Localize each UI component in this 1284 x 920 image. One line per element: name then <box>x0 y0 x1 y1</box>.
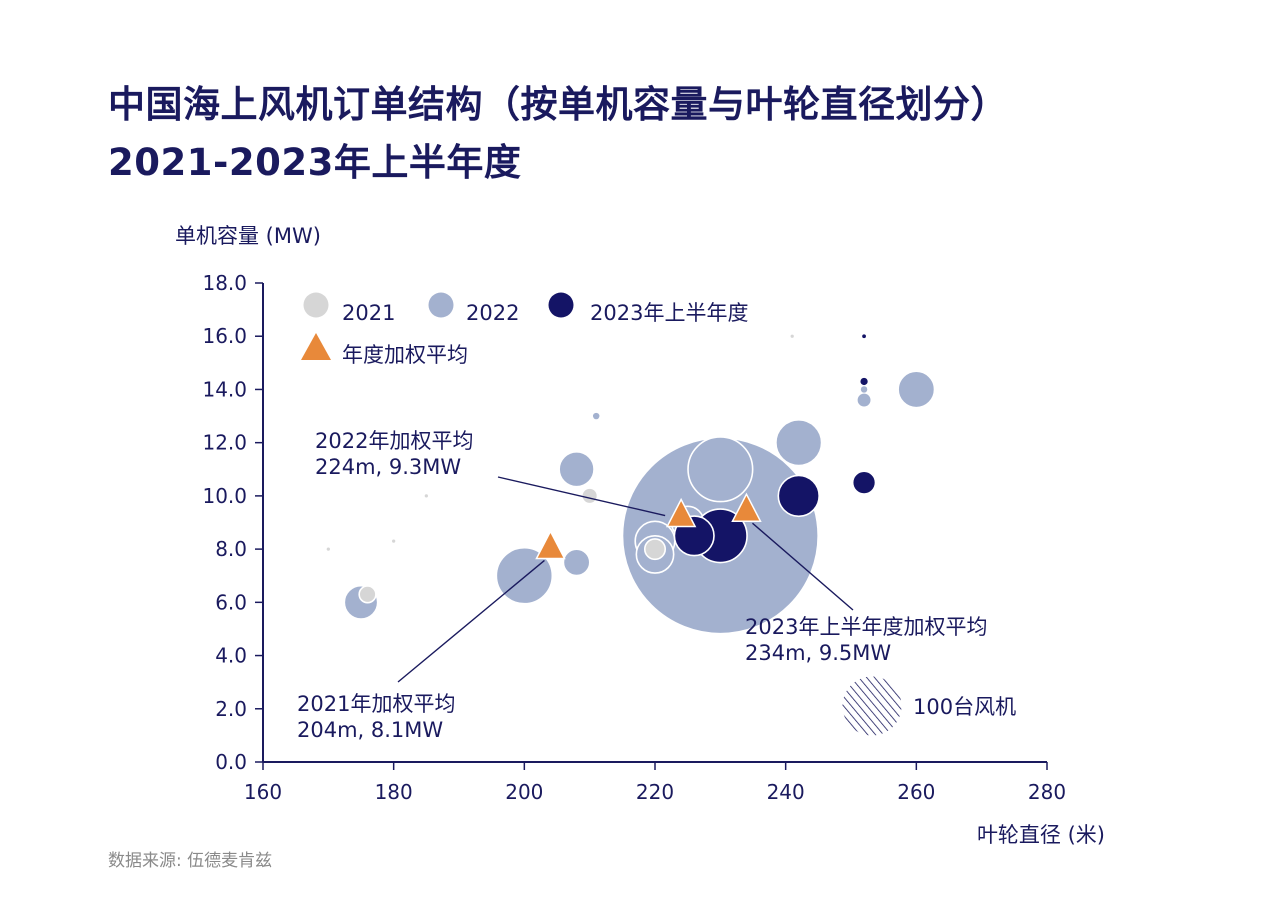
bubble-y2022 <box>562 548 591 577</box>
annotation-leader-line <box>497 476 666 517</box>
y-tick-label: 14.0 <box>202 377 247 401</box>
legend-label-avg: 年度加权平均 <box>342 343 468 367</box>
annotation-leader-line <box>397 559 545 683</box>
bubble-y2021 <box>790 334 794 338</box>
bubble-y2022 <box>856 392 873 409</box>
x-axis-label: 叶轮直径 (米) <box>977 823 1105 847</box>
weighted-average-triangle-2021 <box>535 529 566 560</box>
bubble-y2021 <box>392 539 396 543</box>
legend-label-y2021: 2021 <box>342 301 395 325</box>
annotation-title: 2022年加权平均 <box>315 429 473 453</box>
legend-marker-y2023 <box>548 292 574 318</box>
y-tick-label: 2.0 <box>215 697 247 721</box>
y-tick-label: 16.0 <box>202 324 247 348</box>
x-tick-label: 160 <box>244 780 282 804</box>
bubble-y2022 <box>592 412 600 420</box>
bubble-y2021 <box>326 547 330 551</box>
bubble-y2022 <box>558 451 595 488</box>
y-tick-label: 6.0 <box>215 590 247 614</box>
bubble-y2021 <box>358 585 377 604</box>
weighted-average-triangle-2023 <box>731 492 762 522</box>
bubble-y2023 <box>777 474 820 518</box>
legend-label-y2023: 2023年上半年度 <box>590 301 748 325</box>
legend-marker-y2022 <box>428 292 454 318</box>
annotation-title: 2023年上半年度加权平均 <box>745 615 987 639</box>
legend-marker-avg <box>301 333 331 360</box>
x-tick-label: 240 <box>767 780 805 804</box>
source-note: 数据来源: 伍德麦肯兹 <box>108 851 273 871</box>
y-tick-label: 8.0 <box>215 537 247 561</box>
annotation-leader-line <box>752 522 854 611</box>
bubble-y2022 <box>897 370 936 409</box>
x-tick-label: 200 <box>505 780 543 804</box>
axes: 0.0 2.0 4.0 6.0 8.0 10.0 12.0 14.0 16.0 18.0 160 18… <box>202 271 1066 804</box>
y-tick-label: 18.0 <box>202 271 247 295</box>
annotation-title: 2021年加权平均 <box>297 692 455 716</box>
bubble-y2022 <box>860 386 868 393</box>
bubble-y2021 <box>581 487 599 505</box>
legend-marker-y2021 <box>303 292 329 318</box>
size-legend-label: 100台风机 <box>913 695 1016 719</box>
x-tick-label: 180 <box>375 780 413 804</box>
bubbles-layer <box>326 334 936 635</box>
title-line-2: 2021-2023年上半年度 <box>108 141 522 184</box>
x-tick-label: 260 <box>897 780 935 804</box>
y-tick-label: 4.0 <box>215 644 247 668</box>
size-legend-hatched-circle <box>842 676 902 736</box>
weighted-average-triangle-2022 <box>665 497 697 528</box>
annotation-value: 224m, 9.3MW <box>315 455 461 479</box>
bubble-y2023 <box>851 470 877 495</box>
chart-title: 中国海上风机订单结构（按单机容量与叶轮直径划分） 2021-2023年上半年度 <box>108 76 1008 192</box>
bubble-y2021 <box>424 494 428 498</box>
bubble-y2022 <box>687 436 754 503</box>
bubble-y2021 <box>643 538 667 561</box>
x-tick-label: 280 <box>1028 780 1066 804</box>
bubble-y2022 <box>495 546 554 605</box>
y-tick-label: 0.0 <box>215 750 247 774</box>
y-tick-label: 10.0 <box>202 484 247 508</box>
annotation-value: 204m, 8.1MW <box>297 718 443 742</box>
y-tick-label: 12.0 <box>202 431 247 455</box>
bubble-y2023 <box>860 377 868 386</box>
x-tick-label: 220 <box>636 780 674 804</box>
bubble-y2023 <box>862 334 866 339</box>
y-axis-label: 单机容量 (MW) <box>175 224 321 248</box>
bubble-y2022 <box>775 419 823 467</box>
annotation-value: 234m, 9.5MW <box>745 641 891 665</box>
legend-label-y2022: 2022 <box>466 301 519 325</box>
title-line-1: 中国海上风机订单结构（按单机容量与叶轮直径划分） <box>108 83 1008 126</box>
